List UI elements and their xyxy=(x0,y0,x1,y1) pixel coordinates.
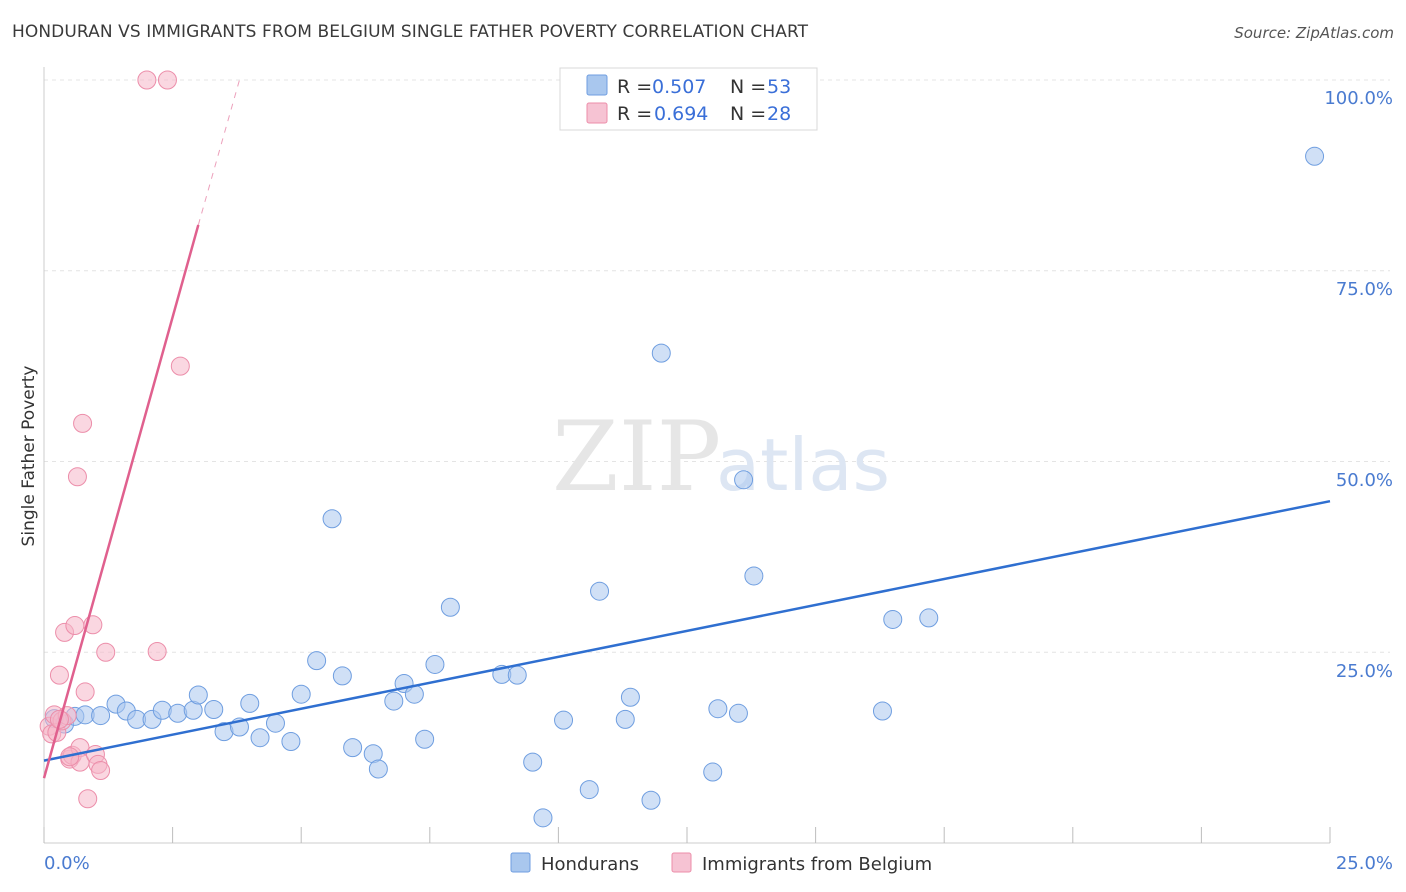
y-tick-label-25: 25.0% xyxy=(1336,661,1393,682)
point-hondurans-52 xyxy=(1305,146,1325,166)
point-hondurans-50 xyxy=(883,609,903,629)
point-belgium-4 xyxy=(49,665,69,685)
point-hondurans-26 xyxy=(368,759,388,779)
point-hondurans-34 xyxy=(507,665,527,685)
legend-n-label-1: N = xyxy=(730,103,766,125)
point-hondurans-41 xyxy=(620,687,640,707)
trend-line-belgium xyxy=(42,224,200,779)
point-belgium-21 xyxy=(96,642,116,662)
stats-legend: R = 0.507 N = 53 R = 0.694 N = 28 xyxy=(559,67,818,131)
point-hondurans-24 xyxy=(343,738,363,758)
point-hondurans-42 xyxy=(641,790,661,810)
point-hondurans-40 xyxy=(615,709,635,729)
trend-lines xyxy=(42,79,1331,779)
point-hondurans-45 xyxy=(708,699,728,719)
point-hondurans-27 xyxy=(384,691,404,711)
point-hondurans-21 xyxy=(307,651,327,671)
point-belgium-10 xyxy=(65,616,85,636)
x-tick-label-0: 0.0% xyxy=(44,853,90,874)
point-belgium-14 xyxy=(73,413,93,433)
legend-r-value-hondurans: 0.507 xyxy=(652,76,706,98)
bottom-legend-swatch-belgium xyxy=(671,852,692,873)
point-hondurans-30 xyxy=(415,729,435,749)
legend-swatch-hondurans xyxy=(586,74,608,96)
point-belgium-15 xyxy=(75,682,95,702)
point-belgium-16 xyxy=(78,789,98,809)
point-hondurans-37 xyxy=(554,710,574,730)
point-hondurans-36 xyxy=(533,808,553,828)
point-hondurans-44 xyxy=(703,762,723,782)
point-hondurans-13 xyxy=(204,699,224,719)
point-hondurans-48 xyxy=(744,566,764,586)
point-hondurans-10 xyxy=(168,703,188,723)
legend-n-value-hondurans: 53 xyxy=(767,76,791,98)
point-hondurans-35 xyxy=(523,752,543,772)
x-axis-ticks xyxy=(43,827,1331,843)
point-hondurans-22 xyxy=(322,509,342,529)
trend-line-hondurans xyxy=(43,499,1331,762)
point-hondurans-32 xyxy=(440,597,460,617)
point-belgium-20 xyxy=(91,761,111,781)
legend-r-value-belgium: 0.694 xyxy=(654,103,708,125)
point-belgium-24 xyxy=(157,70,177,90)
point-belgium-22 xyxy=(137,70,157,90)
point-hondurans-51 xyxy=(919,608,939,628)
point-belgium-23 xyxy=(147,641,167,661)
point-hondurans-20 xyxy=(291,684,311,704)
y-tick-label-50: 50.0% xyxy=(1336,470,1393,491)
legend-swatch-belgium xyxy=(586,102,608,124)
point-hondurans-17 xyxy=(250,728,270,748)
point-hondurans-4 xyxy=(91,706,111,726)
y-tick-label-75: 75.0% xyxy=(1336,279,1393,300)
point-hondurans-46 xyxy=(728,703,748,723)
legend-n-value-belgium: 28 xyxy=(767,103,791,125)
bottom-legend-label-belgium: Immigrants from Belgium xyxy=(702,854,932,875)
trend-line-belgium-extension xyxy=(197,79,240,226)
watermark-zip: ZIP xyxy=(552,401,721,513)
point-hondurans-39 xyxy=(590,581,610,601)
legend-r-label-1: R = xyxy=(617,103,652,125)
point-hondurans-9 xyxy=(152,700,172,720)
y-axis-label: Single Father Poverty xyxy=(19,366,39,547)
point-hondurans-38 xyxy=(579,780,599,800)
y-tick-label-100: 100.0% xyxy=(1324,88,1393,109)
point-hondurans-43 xyxy=(651,343,671,363)
point-hondurans-12 xyxy=(188,685,208,705)
point-hondurans-18 xyxy=(265,713,285,733)
watermark-atlas: atlas xyxy=(716,423,890,507)
bottom-legend-label-hondurans: Hondurans xyxy=(541,854,639,875)
point-hondurans-19 xyxy=(281,732,301,752)
chart-title: HONDURAN VS IMMIGRANTS FROM BELGIUM SING… xyxy=(12,22,809,42)
point-belgium-11 xyxy=(67,467,87,487)
legend-n-label-0: N = xyxy=(730,76,766,98)
point-hondurans-31 xyxy=(425,654,445,674)
point-belgium-25 xyxy=(170,356,190,376)
series-hondurans-points xyxy=(44,146,1325,828)
x-tick-label-25: 25.0% xyxy=(1336,853,1393,874)
gridlines xyxy=(44,79,1390,653)
point-hondurans-47 xyxy=(734,470,754,490)
series-legend: Hondurans Immigrants from Belgium xyxy=(510,852,932,875)
legend-r-label-0: R = xyxy=(617,76,652,98)
point-hondurans-23 xyxy=(332,666,352,686)
point-hondurans-49 xyxy=(872,701,892,721)
bottom-legend-swatch-hondurans xyxy=(510,852,531,873)
source-label: Source: ZipAtlas.com xyxy=(1234,24,1394,42)
point-hondurans-16 xyxy=(240,693,260,713)
